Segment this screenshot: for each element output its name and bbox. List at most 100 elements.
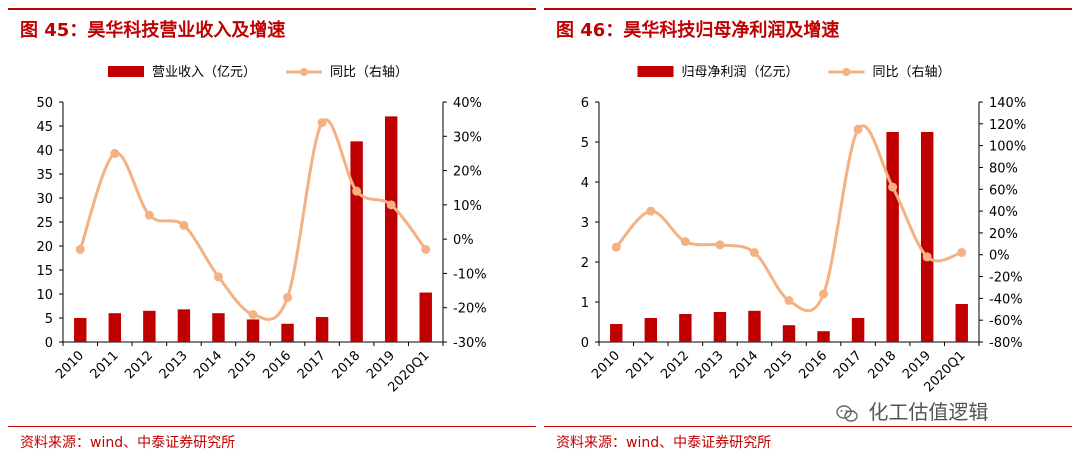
legend-label-line: 同比（右轴） [330,65,408,80]
right-axis-tick-label: 80% [989,161,1018,176]
watermark: 化工估值逻辑 [836,396,988,425]
growth-point [784,296,794,306]
chart-panel-net-profit: 图 46：昊华科技归母净利润及增速 归母净利润（亿元） 同比（右轴） 0 1 2 3 4 5 6… [544,0,1072,459]
revenue-chart: 营业收入（亿元） 同比（右轴） 0 5 10 15 20 25 30 35 40 45 50 -30% -2… [36,65,487,395]
left-axis-tick-label: 40 [36,144,53,159]
right-axis-tick-label: 60% [989,183,1018,198]
growth-point [680,237,690,247]
right-axis-tick-label: -60% [989,314,1023,329]
left-axis-tick-label: 5 [45,312,53,327]
growth-point [957,248,967,258]
left-axis-tick-label: 30 [36,192,53,207]
bar [610,324,623,342]
watermark-text: 化工估值逻辑 [868,400,989,424]
right-axis-tick-label: 120% [989,118,1026,133]
wechat-icon [836,404,858,422]
legend-swatch-bar [108,66,144,77]
chart-title: 图 45：昊华科技营业收入及增速 [20,20,286,41]
right-axis-tick-label: -30% [453,336,487,351]
left-axis-tick-label: 6 [581,96,589,111]
growth-point [749,248,759,258]
growth-point [283,292,293,302]
left-axis-tick-label: 2 [581,256,589,271]
bar [782,325,796,342]
growth-point [646,206,656,216]
left-axis-tick-label: 0 [581,336,589,351]
bar [713,312,727,342]
bar [851,318,865,342]
bar [74,318,87,342]
bar [212,313,225,342]
growth-point [853,124,863,134]
growth-point [179,220,189,230]
right-axis-tick-label: 40% [989,205,1018,220]
x-axis-tick-label: 2011 [624,348,658,382]
growth-line [615,124,963,313]
bar [384,116,398,343]
legend-marker-line [842,68,851,76]
net-profit-chart: 归母净利润（亿元） 同比（右轴） 0 1 2 3 4 5 6 -80% -60% -40% -20% 0%… [581,65,1026,395]
bar [315,317,329,342]
x-axis-tick-label: 2016 [260,348,294,382]
growth-point [611,242,621,252]
top-rule [8,8,536,10]
right-axis-tick-label: 10% [453,199,482,214]
right-axis-tick-label: -20% [453,302,487,317]
chart-panel-revenue: 图 45：昊华科技营业收入及增速 营业收入（亿元） 同比（右轴） 0 5 10 15 20 2… [8,0,536,459]
bar [748,310,761,342]
bottom-rule [8,426,536,427]
x-axis-tick-label: 2014 [727,348,761,382]
x-axis-tick-label: 2018 [329,348,363,382]
left-axis-tick-label: 15 [36,264,53,279]
bar [419,292,432,342]
bar [108,313,122,342]
growth-point [144,210,154,220]
growth-point [386,200,396,210]
growth-point [715,240,725,250]
right-axis-tick-label: -80% [989,336,1023,351]
legend-label-line: 同比（右轴） [873,65,951,80]
bar [886,132,899,342]
growth-point [888,182,898,192]
bar [143,310,156,342]
x-axis-tick-label: 2017 [295,348,329,382]
left-axis-tick-label: 0 [45,336,53,351]
right-axis-tick-label: 0% [453,233,474,248]
bar [644,318,658,342]
growth-point [75,244,85,254]
left-axis-tick-label: 45 [36,120,53,135]
growth-point [213,272,223,282]
growth-point [110,148,120,158]
bar [177,309,191,342]
left-axis-tick-label: 1 [581,296,589,311]
x-axis-tick-label: 2013 [693,348,727,382]
x-axis-tick-label: 2014 [191,348,225,382]
growth-point [819,289,829,299]
right-axis-tick-label: 0% [989,249,1010,264]
left-axis-tick-label: 20 [36,240,53,255]
left-axis-tick-label: 10 [36,288,53,303]
legend-marker-line [300,68,308,76]
x-axis-tick-label: 2016 [796,348,830,382]
x-axis-tick-label: 2012 [658,348,692,382]
growth-point [317,118,327,128]
bar [920,132,934,342]
right-axis-tick-label: -20% [989,271,1023,286]
right-axis-tick-label: 20% [453,165,482,180]
right-axis-tick-label: 100% [989,140,1026,155]
left-axis-tick-label: 50 [36,96,53,111]
x-axis-tick-label: 2018 [865,348,899,382]
source-note: 资料来源：wind、中泰证券研究所 [20,435,236,451]
growth-line [78,118,427,321]
left-axis-tick-label: 5 [581,136,589,151]
growth-point [421,244,431,254]
x-axis-tick-label: 2011 [88,348,122,382]
x-axis-tick-label: 2010 [589,348,623,382]
x-axis-tick-label: 2017 [831,348,865,382]
bottom-rule [544,426,1072,427]
left-axis-tick-label: 35 [36,168,53,183]
top-rule [544,8,1072,10]
right-axis-tick-label: 20% [989,227,1018,242]
right-axis-tick-label: 140% [989,96,1026,111]
right-axis-tick-label: 30% [453,130,482,145]
